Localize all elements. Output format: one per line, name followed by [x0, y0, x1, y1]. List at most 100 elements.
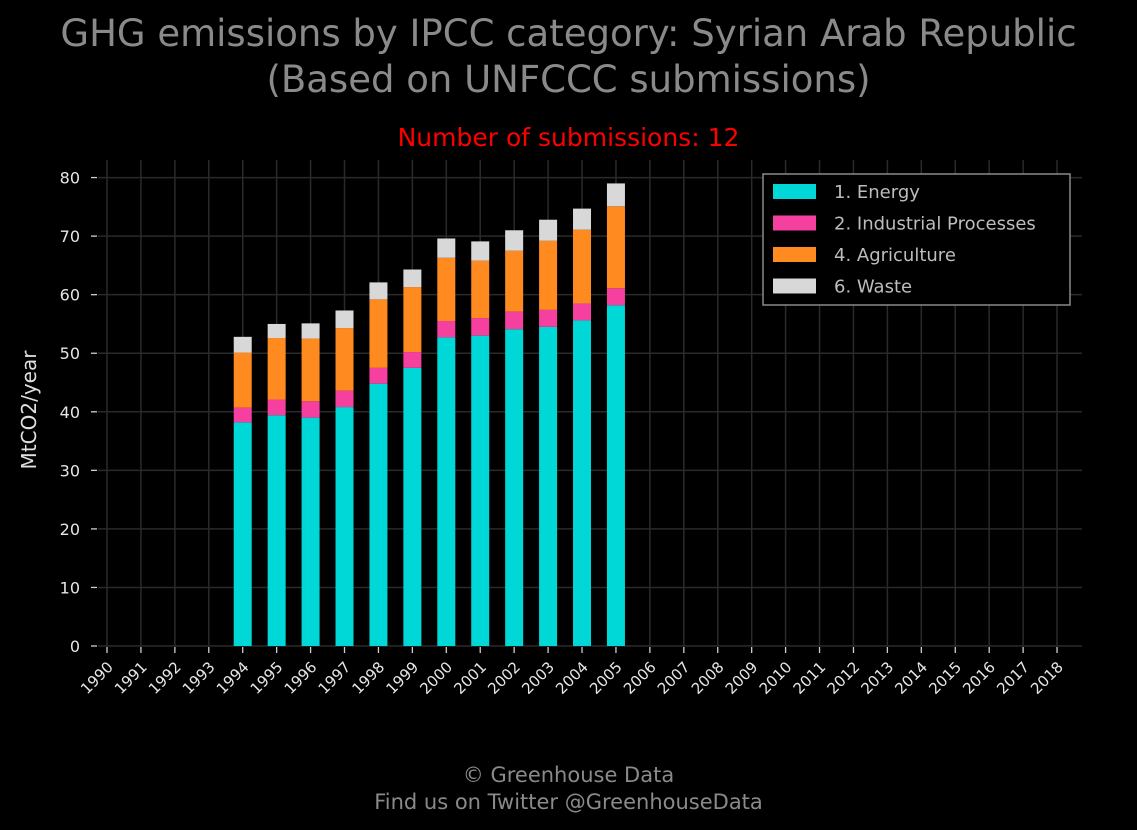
bar-1999-series-1 — [403, 367, 422, 646]
bar-2002-series-3 — [505, 250, 524, 312]
y-tick-label: 70 — [60, 227, 80, 246]
x-tick-label: 2001 — [450, 658, 490, 698]
footer-copyright: © Greenhouse Data — [462, 763, 675, 787]
x-tick-label: 1999 — [382, 658, 422, 698]
bar-1996-series-1 — [301, 417, 320, 646]
legend-label: 1. Energy — [834, 182, 920, 203]
bar-1997-series-1 — [335, 407, 354, 646]
bar-1998-series-2 — [369, 367, 388, 384]
bar-2003-series-2 — [539, 309, 558, 327]
bar-2000-series-1 — [437, 337, 456, 646]
bar-1999-series-4 — [403, 269, 422, 288]
bar-2003-series-3 — [539, 240, 558, 310]
footer-twitter: Find us on Twitter @GreenhouseData — [374, 790, 763, 814]
bar-2002-series-4 — [505, 230, 524, 251]
x-tick-label: 2000 — [416, 658, 456, 698]
legend-label: 6. Waste — [834, 277, 912, 298]
bar-1998-series-4 — [369, 282, 388, 300]
bar-2004-series-1 — [573, 320, 592, 646]
bar-1996-series-2 — [301, 401, 320, 418]
x-tick-label: 2011 — [790, 658, 830, 698]
y-tick-label: 80 — [60, 169, 80, 188]
y-axis-label: MtCO2/year — [17, 350, 41, 470]
bar-1998-series-1 — [369, 383, 388, 646]
x-tick-label: 2008 — [688, 658, 728, 698]
bar-2001-series-4 — [471, 241, 490, 261]
x-tick-label: 2004 — [552, 658, 592, 698]
legend-swatch — [773, 215, 816, 231]
x-tick-label: 1995 — [247, 658, 287, 698]
x-tick-label: 2007 — [654, 658, 694, 698]
bar-2000-series-3 — [437, 257, 456, 322]
bar-1996-series-3 — [301, 338, 320, 402]
bar-1994-series-1 — [233, 422, 252, 646]
bar-2002-series-1 — [505, 329, 524, 646]
bar-1994-series-2 — [233, 407, 252, 423]
x-tick-label: 1992 — [145, 658, 185, 698]
bar-2000-series-4 — [437, 238, 456, 258]
bar-2002-series-2 — [505, 311, 524, 330]
legend-label: 4. Agriculture — [834, 245, 956, 266]
x-tick-label: 2005 — [586, 658, 626, 698]
legend-swatch — [773, 184, 816, 199]
x-tick-label: 1996 — [281, 658, 321, 698]
x-tick-label: 1997 — [315, 658, 355, 698]
bar-1999-series-3 — [403, 287, 422, 353]
bar-2000-series-2 — [437, 321, 456, 338]
y-tick-label: 60 — [60, 286, 80, 305]
bar-2004-series-4 — [573, 208, 592, 230]
y-tick-label: 40 — [60, 403, 80, 422]
bar-2005-series-4 — [606, 183, 625, 207]
x-tick-label: 2014 — [891, 658, 931, 698]
bar-1994-series-4 — [233, 336, 252, 353]
bar-1995-series-3 — [267, 338, 286, 400]
bar-2003-series-4 — [539, 219, 558, 241]
x-tick-label: 2006 — [620, 658, 660, 698]
x-tick-label: 2003 — [518, 658, 558, 698]
x-tick-label: 1991 — [111, 658, 151, 698]
bar-2005-series-1 — [606, 305, 625, 646]
bar-1995-series-1 — [267, 415, 286, 646]
bar-1995-series-2 — [267, 399, 286, 416]
y-tick-label: 10 — [60, 578, 80, 597]
bar-1998-series-3 — [369, 299, 388, 368]
bar-1997-series-3 — [335, 328, 354, 391]
bar-1994-series-3 — [233, 352, 252, 408]
bars — [233, 183, 625, 646]
bar-1997-series-4 — [335, 310, 354, 329]
x-tick-label: 1998 — [349, 658, 389, 698]
legend-swatch — [773, 247, 816, 262]
y-tick-label: 50 — [60, 344, 80, 363]
x-tick-label: 2018 — [1027, 658, 1067, 698]
chart-title-line-2: (Based on UNFCCC submissions) — [266, 58, 871, 101]
x-tick-label: 1990 — [77, 658, 117, 698]
x-tick-label: 1993 — [179, 658, 219, 698]
bar-1997-series-2 — [335, 390, 354, 408]
bar-1995-series-4 — [267, 323, 286, 339]
x-tick-label: 2016 — [959, 658, 999, 698]
bar-2001-series-1 — [471, 335, 490, 646]
bar-2001-series-2 — [471, 318, 490, 336]
bar-1996-series-4 — [301, 323, 320, 339]
x-tick-label: 2002 — [484, 658, 524, 698]
x-tick-label: 2010 — [756, 658, 796, 698]
y-tick-label: 20 — [60, 520, 80, 539]
bar-1999-series-2 — [403, 352, 422, 368]
x-tick-label: 2013 — [857, 658, 897, 698]
bar-2005-series-2 — [606, 288, 625, 306]
chart-subtitle: Number of submissions: 12 — [397, 123, 740, 152]
bar-2004-series-3 — [573, 229, 592, 304]
chart-title-line-1: GHG emissions by IPCC category: Syrian A… — [60, 12, 1077, 55]
bar-2003-series-1 — [539, 326, 558, 646]
legend: 1. Energy 2. Industrial Processes 4. Agric… — [762, 173, 1071, 306]
bar-2004-series-2 — [573, 303, 592, 321]
bar-2001-series-3 — [471, 260, 490, 319]
x-tick-label: 2012 — [824, 658, 864, 698]
x-tick-label: 2009 — [722, 658, 762, 698]
x-tick-label: 1994 — [213, 658, 253, 698]
x-tick-label: 2017 — [993, 658, 1033, 698]
legend-swatch — [773, 278, 816, 294]
y-tick-label: 0 — [70, 637, 80, 656]
y-tick-label: 30 — [60, 461, 80, 480]
